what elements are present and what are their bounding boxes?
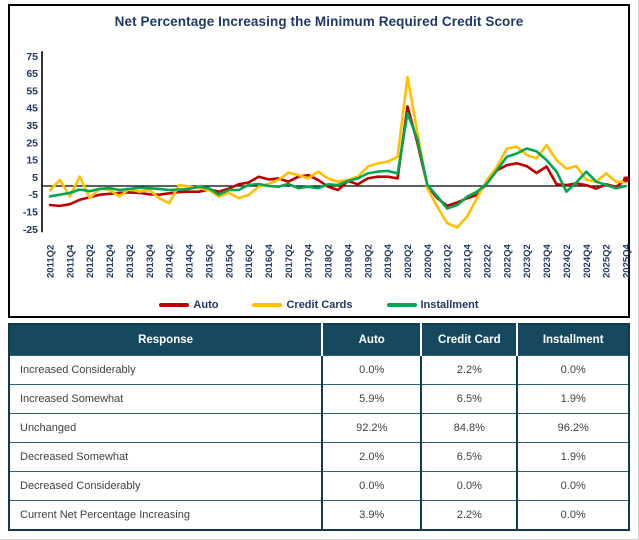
x-tick-label: 2018Q4 [343,243,354,278]
x-tick-label: 2025Q2 [602,244,613,278]
table-body: Increased Considerably 0.0% 2.2% 0.0% Increa… [9,355,629,530]
x-tick-label: 2013Q4 [145,243,156,278]
series-line-auto [48,105,628,208]
table-header-cell: Credit Card [420,324,518,356]
table-row: Decreased Somewhat 2.0% 6.5% 1.9% [9,442,629,472]
value-cell: 2.0% [321,442,422,472]
series-line-installment [48,112,628,210]
x-tick-label: 2025Q4 [622,243,633,278]
x-tick-label: 2017Q4 [304,243,315,278]
y-tick-label: 35 [26,120,38,132]
x-tick-label: 2016Q4 [264,243,275,278]
value-cell: 0.0% [420,471,518,501]
x-tick-label: 2012Q4 [105,243,116,278]
response-cell: Decreased Somewhat [9,442,323,472]
chart-title: Net Percentage Increasing the Minimum Re… [114,14,524,29]
auto-end-marker [623,176,629,183]
x-tick-label: 2021Q2 [443,244,454,278]
table-header-cell: Auto [321,324,422,356]
value-cell: 96.2% [516,413,629,443]
value-cell: 2.2% [420,500,518,530]
x-tick-label: 2024Q2 [562,244,573,278]
value-cell: 92.2% [321,413,422,443]
value-cell: 0.0% [321,471,422,501]
response-cell: Unchanged [9,413,323,443]
x-tick-label: 2015Q2 [204,244,215,278]
value-cell: 1.9% [516,384,629,414]
x-tick-label: 2011Q4 [65,244,76,278]
x-tick-label: 2018Q2 [324,244,335,278]
x-tick-label: 2012Q2 [85,244,96,278]
legend-label: Auto [193,299,219,311]
response-cell: Current Net Percentage Increasing [9,500,323,530]
table-row: Current Net Percentage Increasing 3.9% 2.2… [9,500,629,530]
table-header-row: Response Auto Credit Card Installment [9,324,629,356]
x-tick-label: 2015Q4 [224,243,235,278]
y-tick-label: 25 [26,137,38,149]
y-tick-label: 45 [26,103,38,115]
x-tick-label: 2014Q2 [165,244,176,278]
response-cell: Increased Considerably [9,355,323,385]
legend-label: Installment [420,299,479,311]
y-tick-label: -25 [23,224,38,236]
table-row: Decreased Considerably 0.0% 0.0% 0.0% [9,471,629,501]
x-tick-label: 2021Q4 [463,243,474,278]
table-row: Unchanged 92.2% 84.8% 96.2% [9,413,629,443]
response-table: Response Auto Credit Card Installment Incre… [8,323,630,531]
x-tick-label: 2016Q2 [244,244,255,278]
y-tick-label: 65 [26,68,38,80]
table-header-cell: Installment [516,324,629,356]
table-header-cell: Response [9,324,323,356]
y-tick-label: -15 [23,206,38,218]
value-cell: 0.0% [321,355,422,385]
legend-item-auto: Auto [159,299,218,311]
x-tick-label: 2017Q2 [284,244,295,278]
value-cell: 0.0% [516,500,629,530]
value-cell: 1.9% [516,442,629,472]
value-cell: 5.9% [321,384,422,414]
line-chart: 75 65 55 45 35 25 15 5 -5 -15 -25 2011Q2 2011Q4 2012Q… [23,51,633,278]
x-tick-label: 2022Q4 [502,243,513,278]
table-row: Increased Considerably 0.0% 2.2% 0.0% [9,355,629,385]
x-tick-label: 2022Q2 [482,244,493,278]
x-tick-label: 2014Q4 [185,243,196,278]
value-cell: 0.0% [516,471,629,501]
value-cell: 2.2% [420,355,518,385]
value-cell: 6.5% [420,384,518,414]
y-tick-label: 5 [32,172,38,184]
x-tick-label: 2023Q2 [522,244,533,278]
legend-item-installment: Installment [386,299,479,311]
legend-label: Credit Cards [286,299,353,311]
value-cell: 0.0% [516,355,629,385]
x-tick-label: 2020Q2 [403,244,414,278]
value-cell: 3.9% [321,500,422,530]
legend-swatch [386,302,417,308]
value-cell: 6.5% [420,442,518,472]
y-tick-label: 55 [26,85,38,97]
response-cell: Increased Somewhat [9,384,323,414]
value-cell: 84.8% [420,413,518,443]
x-tick-label: 2024Q4 [582,243,593,278]
x-tick-label: 2019Q2 [363,244,374,278]
x-tick-label: 2019Q4 [383,243,394,278]
response-cell: Decreased Considerably [9,471,323,501]
legend-swatch [159,302,190,308]
x-tick-label: 2011Q2 [46,245,57,278]
chart-legend: Auto Credit Cards Installment [10,299,628,311]
chart-panel: Net Percentage Increasing the Minimum Re… [8,4,633,318]
x-tick-label: 2023Q4 [542,243,553,278]
y-tick-label: 15 [26,155,38,167]
legend-item-credit-cards: Credit Cards [252,299,353,311]
table-row: Increased Somewhat 5.9% 6.5% 1.9% [9,384,629,414]
y-tick-label: 75 [26,51,38,63]
legend-swatch [252,302,283,308]
x-tick-label: 2013Q2 [125,244,136,278]
x-tick-label: 2020Q4 [423,243,434,278]
y-tick-label: -5 [29,189,38,201]
series-line-credit-cards [48,75,628,229]
